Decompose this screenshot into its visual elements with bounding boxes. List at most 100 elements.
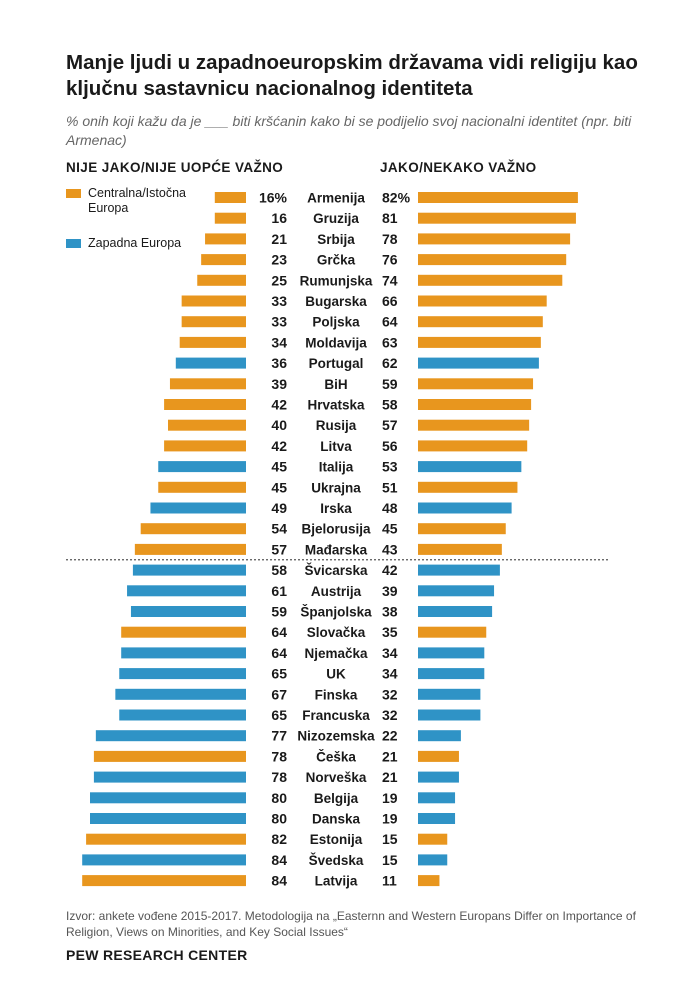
- value-label-left: 39: [271, 376, 287, 392]
- value-label-left: 25: [271, 272, 287, 288]
- bar-right: [418, 875, 440, 887]
- country-label: Belgija: [314, 791, 359, 806]
- country-label: Norveška: [306, 770, 367, 785]
- bar-left: [82, 875, 246, 887]
- bar-right: [418, 626, 487, 638]
- country-label: Finska: [315, 687, 358, 702]
- value-label-right: 57: [382, 417, 398, 433]
- value-label-right: 32: [382, 686, 398, 702]
- value-label-right: 48: [382, 500, 398, 516]
- country-label: Poljska: [312, 315, 360, 330]
- bar-right: [418, 585, 495, 597]
- value-label-right: 38: [382, 604, 398, 620]
- value-label-left: 80: [271, 811, 287, 827]
- value-label-right: 82%: [382, 190, 411, 206]
- value-label-right: 74: [382, 272, 398, 288]
- value-label-right: 19: [382, 811, 398, 827]
- bar-right: [418, 833, 448, 845]
- bar-right: [418, 606, 493, 617]
- value-label-right: 58: [382, 397, 398, 413]
- value-label-left: 16%: [259, 190, 288, 206]
- value-label-left: 54: [271, 521, 287, 537]
- bar-right: [418, 668, 485, 680]
- value-label-left: 80: [271, 790, 287, 806]
- value-label-left: 77: [271, 728, 287, 744]
- value-label-left: 45: [271, 479, 287, 495]
- bar-right: [418, 813, 456, 824]
- bar-right: [418, 502, 512, 514]
- bar-left: [140, 523, 246, 535]
- value-label-left: 23: [271, 252, 287, 268]
- value-label-left: 61: [271, 583, 287, 599]
- value-label-left: 64: [271, 645, 287, 661]
- country-label: Francuska: [302, 708, 370, 723]
- value-label-left: 65: [271, 707, 287, 723]
- right-column-header: JAKO/NEKAKO VAŽNO: [380, 160, 537, 175]
- bar-right: [418, 295, 547, 307]
- value-label-right: 43: [382, 541, 398, 557]
- bar-left: [181, 295, 246, 307]
- value-label-left: 34: [271, 334, 287, 350]
- bar-right: [418, 419, 530, 431]
- value-label-left: 40: [271, 417, 287, 433]
- value-label-left: 67: [271, 686, 287, 702]
- legend-label-central-eastern: Centralna/Istočna Europa: [88, 186, 186, 215]
- country-label: Švedska: [309, 853, 364, 868]
- value-label-right: 19: [382, 790, 398, 806]
- value-label-left: 33: [271, 314, 287, 330]
- country-label: Austrija: [311, 584, 362, 599]
- bar-right: [418, 192, 578, 203]
- value-label-left: 78: [271, 769, 287, 785]
- country-label: Srbija: [317, 232, 355, 247]
- country-label: Latvija: [315, 874, 358, 889]
- country-label: Bugarska: [305, 294, 367, 309]
- bar-right: [418, 378, 534, 390]
- country-label: Rusija: [316, 418, 357, 433]
- value-label-right: 78: [382, 231, 398, 247]
- value-label-right: 35: [382, 624, 398, 640]
- value-label-right: 42: [382, 562, 398, 578]
- country-label: BiH: [324, 377, 347, 392]
- country-label: Danska: [312, 812, 361, 827]
- country-label: Portugal: [309, 356, 364, 371]
- value-label-right: 45: [382, 521, 398, 537]
- value-label-left: 59: [271, 604, 287, 620]
- country-label: Irska: [320, 501, 352, 516]
- value-label-left: 65: [271, 666, 287, 682]
- country-label: Italija: [319, 460, 354, 475]
- bar-left: [158, 461, 246, 473]
- bar-right: [418, 792, 456, 804]
- value-label-right: 62: [382, 355, 398, 371]
- value-label-right: 15: [382, 852, 398, 868]
- country-label: UK: [326, 667, 346, 682]
- value-label-left: 42: [271, 397, 287, 413]
- value-label-left: 84: [271, 873, 287, 889]
- country-label: Moldavija: [305, 335, 367, 350]
- bar-right: [418, 274, 563, 286]
- bar-left: [197, 274, 246, 286]
- bar-left: [115, 688, 246, 700]
- bar-left: [121, 647, 246, 659]
- value-label-left: 33: [271, 293, 287, 309]
- bar-right: [418, 771, 459, 783]
- value-label-right: 11: [382, 873, 397, 889]
- value-label-left: 45: [271, 459, 287, 475]
- value-label-left: 58: [271, 562, 287, 578]
- country-label: Bjelorusija: [301, 522, 371, 537]
- bar-right: [418, 336, 541, 348]
- country-label: Ukrajna: [311, 480, 361, 495]
- bar-right: [418, 399, 532, 410]
- value-label-right: 39: [382, 583, 398, 599]
- bar-left: [150, 502, 246, 514]
- bar-left: [93, 750, 247, 762]
- bar-left: [158, 481, 246, 493]
- bar-right: [418, 254, 567, 266]
- value-label-right: 53: [382, 459, 398, 475]
- bar-right: [418, 543, 502, 555]
- value-label-right: 76: [382, 252, 398, 268]
- value-label-left: 36: [271, 355, 287, 371]
- value-label-right: 15: [382, 831, 398, 847]
- country-label: Armenija: [307, 191, 365, 206]
- value-label-right: 56: [382, 438, 398, 454]
- value-label-right: 81: [382, 210, 398, 226]
